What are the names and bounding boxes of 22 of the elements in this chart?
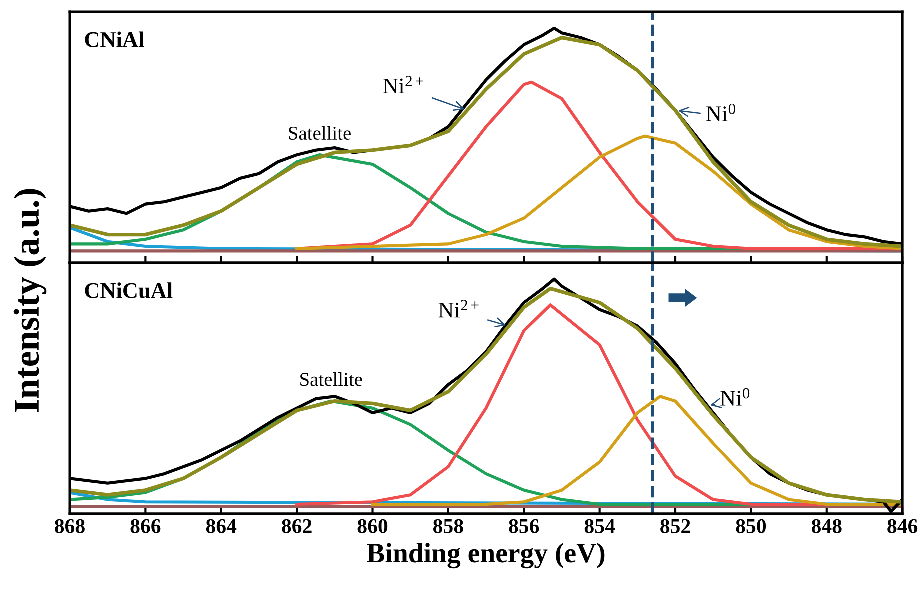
x-tick-label: 854: [584, 519, 616, 534]
x-tick-label: 868: [55, 519, 85, 534]
x-tick-label: 858: [434, 519, 464, 534]
annotation: CNiCuAl: [85, 282, 173, 298]
y-axis-title: Intensity (a.u.): [14, 189, 47, 412]
annotation: Ni$^{2+}$: [438, 300, 479, 318]
x-tick-label: 850: [736, 519, 766, 534]
x-tick-label: 848: [812, 519, 842, 534]
x-tick-label: 856: [509, 519, 540, 534]
annotation: Satellite: [289, 126, 351, 140]
x-tick-label: 860: [358, 519, 388, 534]
x-tick-label: 864: [206, 519, 237, 534]
x-tick-label: 866: [130, 519, 161, 534]
annotation: Ni$^{0}$: [720, 388, 750, 406]
x-tick-label: 862: [282, 519, 312, 534]
annotation: Satellite: [300, 372, 362, 386]
annotation: Ni$^{2+}$: [383, 76, 424, 94]
annotation: Ni$^{0}$: [706, 104, 736, 122]
x-tick-label: 846: [888, 519, 918, 534]
x-axis-title: Binding energy (eV): [367, 543, 605, 569]
annotation: CNiAl: [85, 32, 144, 48]
x-tick-label: 852: [660, 519, 690, 534]
